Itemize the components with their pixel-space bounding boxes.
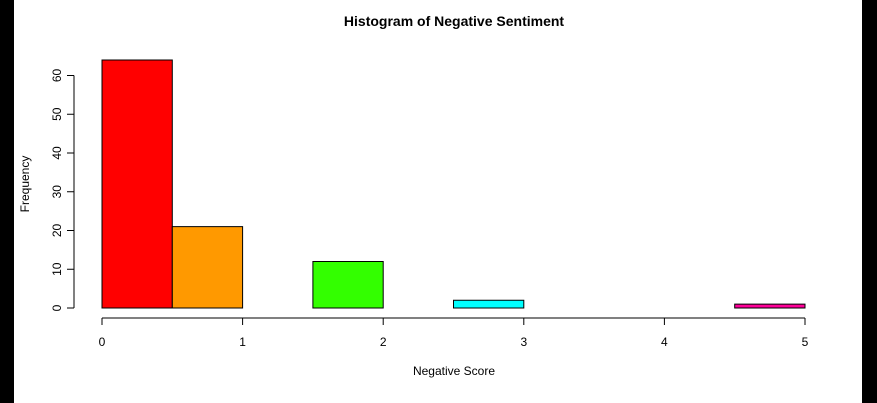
histogram-bar-0 (101, 59, 173, 309)
x-tick-label: 1 (239, 335, 246, 349)
y-tick-label: 10 (50, 262, 64, 276)
plot-area: Histogram of Negative Sentiment Negative… (14, 0, 862, 403)
histogram-bar-5 (453, 299, 525, 309)
x-tick-label: 5 (802, 335, 809, 349)
y-tick-label: 20 (50, 224, 64, 238)
y-axis-label: Frequency (18, 156, 32, 213)
histogram-bar-3 (312, 261, 384, 309)
bars-group (101, 59, 806, 309)
x-axis-label: Negative Score (413, 364, 495, 378)
y-tick-label: 50 (50, 107, 64, 121)
y-tick-label: 40 (50, 146, 64, 160)
y-axis: 0 10 20 30 40 50 60 (50, 69, 75, 311)
y-tick-label: 30 (50, 185, 64, 199)
y-tick-label: 0 (50, 304, 64, 311)
x-tick-label: 0 (99, 335, 106, 349)
histogram-bar-1 (171, 226, 244, 309)
y-tick-label: 60 (50, 69, 64, 83)
x-tick-label: 2 (380, 335, 387, 349)
x-tick-label: 3 (520, 335, 527, 349)
histogram-chart: Histogram of Negative Sentiment Negative… (18, 13, 809, 378)
x-tick-label: 4 (661, 335, 668, 349)
histogram-bar-9 (734, 303, 806, 309)
chart-title: Histogram of Negative Sentiment (344, 13, 564, 29)
x-axis: 0 1 2 3 4 5 (99, 317, 809, 349)
